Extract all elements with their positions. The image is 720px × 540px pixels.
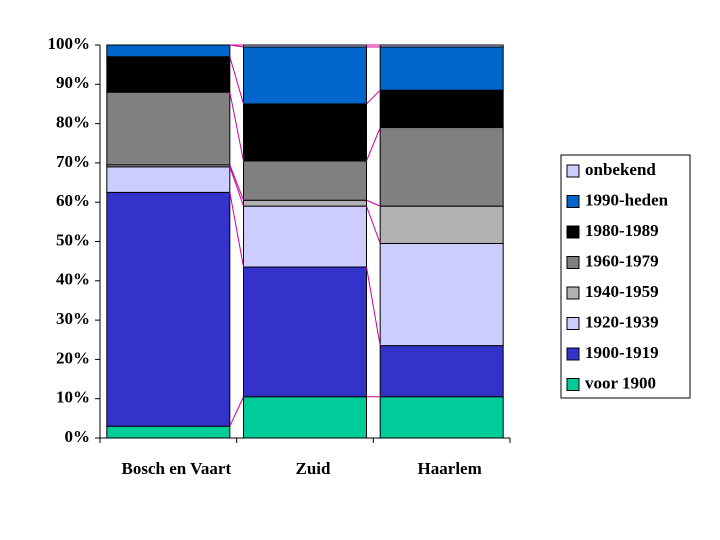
series-line [366,205,381,244]
legend-label: 1960-1979 [585,251,659,270]
bar-segment [243,199,367,207]
legend-swatch [566,378,580,391]
x-tick-label: Zuid [295,459,331,478]
bar-segment [106,56,231,93]
series-line [366,199,381,207]
bar-segment [243,46,367,105]
legend-swatch [566,286,580,300]
legend-box [560,154,691,399]
y-tick-label: 90% [56,73,90,92]
bar-segment [379,242,504,347]
bar-segment [243,160,367,201]
y-tick-label: 10% [56,388,90,407]
legend-swatch [566,347,580,361]
series-line [366,266,381,346]
series-line [229,166,244,207]
bar-segment [106,44,231,58]
bar-segment [379,396,504,439]
bar-segment [243,44,367,48]
series-line [229,164,244,201]
bar-segment [379,44,504,48]
series-line [229,92,244,162]
y-tick-label: 40% [56,270,90,289]
legend-swatch [566,225,580,239]
bar-segment [243,205,367,268]
bar-segment [243,103,367,162]
bar-segment [106,191,231,427]
y-tick-label: 30% [56,309,90,328]
y-tick-label: 50% [56,230,90,249]
y-tick-label: 70% [56,152,90,171]
y-tick-label: 80% [56,113,90,132]
series-line [229,396,244,427]
bar-segment [243,266,367,398]
y-tick-label: 0% [65,427,91,446]
bar-segment [379,205,504,244]
legend-swatch [566,256,580,269]
legend-swatch [566,317,580,330]
legend-label: 1940-1959 [585,282,659,301]
bar-segment [379,345,504,398]
legend-label: voor 1900 [585,373,656,392]
series-line [229,56,244,105]
legend-swatch [566,164,580,178]
bar-segment [106,166,231,193]
series-line [366,127,381,162]
series-line [229,192,244,268]
legend-swatch [566,195,580,208]
y-tick-label: 20% [56,348,90,367]
legend-label: 1980-1989 [585,221,659,240]
bar-segment [379,89,504,129]
legend-label: onbekend [585,160,656,179]
legend-label: 1990-heden [585,190,669,209]
bar-segment [106,425,231,439]
x-tick-label: Haarlem [417,459,482,478]
bar-segment [243,396,367,439]
y-tick-label: 100% [48,34,91,53]
series-line [366,89,381,105]
bar-segment [379,46,504,91]
y-tick-label: 60% [56,191,90,210]
legend-label: 1920-1939 [585,312,659,331]
bar-segment [379,127,504,207]
legend-label: 1900-1919 [585,343,659,362]
x-tick-label: Bosch en Vaart [121,459,232,478]
bar-segment [106,91,231,166]
